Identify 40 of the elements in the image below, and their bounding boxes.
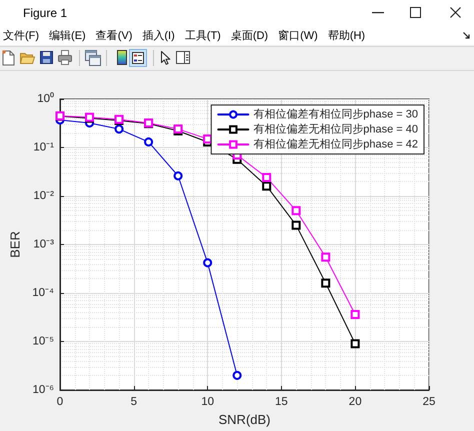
x-axis-title: SNR(dB) xyxy=(218,412,271,427)
legend-label: 有相位偏差无相位同步phase = 42 xyxy=(253,138,418,150)
point xyxy=(174,171,183,180)
point xyxy=(292,220,301,230)
text: 桌面(D) xyxy=(230,30,268,42)
text: 文件(F) xyxy=(3,30,40,42)
text: 帮助(H) xyxy=(328,30,366,42)
point xyxy=(321,278,330,288)
point xyxy=(203,258,212,268)
point xyxy=(144,137,154,146)
point xyxy=(262,173,272,182)
text: 插入(I) xyxy=(142,30,175,42)
legend-label: 有相位偏差无相位同步phase = 40 xyxy=(253,122,418,136)
x-tick-label: 20 xyxy=(348,396,362,408)
y-tick-label: 10⁻⁴ xyxy=(32,287,54,299)
legend-label: 有相位偏差有相位同步phase = 30 xyxy=(253,108,418,120)
y-tick-label: 10⁻² xyxy=(33,190,54,202)
y-tick-label: 10⁻⁵ xyxy=(32,336,54,348)
point xyxy=(262,182,272,191)
y-tick-label: 10⁻¹ xyxy=(33,142,54,154)
point xyxy=(232,370,242,380)
caption: Figure 1 xyxy=(23,6,68,20)
point xyxy=(321,252,330,262)
text: 工具(T) xyxy=(184,30,221,42)
x-tick-label: 5 xyxy=(130,396,138,408)
text: 查看(V) xyxy=(96,30,132,42)
y-tick-label: 10⁻³ xyxy=(33,238,54,250)
y-tick-label: 10⁰ xyxy=(37,92,54,105)
text: 编辑(E) xyxy=(49,30,86,42)
x-tick-label: 0 xyxy=(56,396,64,408)
x-tick-label: 25 xyxy=(422,396,436,408)
y-axis-title: BER xyxy=(7,231,22,258)
point xyxy=(350,339,360,348)
point xyxy=(350,310,360,320)
y-tick-label: 10⁻⁶ xyxy=(32,384,54,396)
point xyxy=(292,206,301,216)
x-tick-label: 15 xyxy=(275,396,288,408)
point xyxy=(114,124,124,134)
x-tick-label: 10 xyxy=(201,396,214,408)
text: 窗口(W) xyxy=(278,30,318,42)
